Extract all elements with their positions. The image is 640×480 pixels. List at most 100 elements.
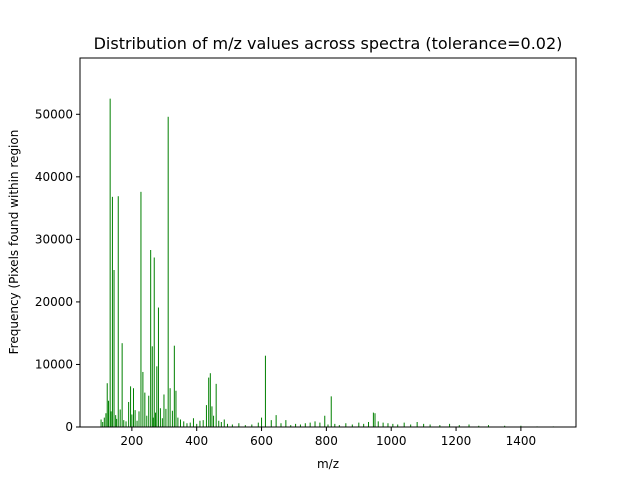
bar [192, 418, 194, 427]
bar [309, 422, 311, 427]
y-tick-label: 30000 [35, 232, 73, 246]
bar [161, 418, 163, 427]
bar [113, 270, 115, 427]
bar [487, 425, 489, 427]
bar [186, 423, 188, 427]
bar [148, 395, 150, 427]
bar [108, 400, 110, 427]
x-tick-label: 600 [250, 434, 273, 448]
bar [358, 422, 360, 427]
bar [171, 410, 173, 427]
bar [111, 196, 113, 427]
bar [152, 417, 154, 427]
y-tick-label: 50000 [35, 107, 73, 121]
bar [223, 419, 225, 427]
bar [449, 423, 451, 427]
bar [105, 413, 107, 427]
bar [351, 424, 353, 427]
bar [220, 422, 222, 427]
bar [106, 383, 108, 427]
y-axis-ticks: 0 10000 20000 30000 40000 50000 [35, 107, 80, 434]
bar [403, 422, 405, 427]
bar [146, 415, 148, 427]
bar [374, 413, 376, 427]
x-axis-label: m/z [317, 457, 339, 471]
bar [275, 415, 277, 427]
bar [213, 415, 215, 427]
bar [429, 424, 431, 427]
bar [215, 383, 217, 427]
bar [130, 386, 132, 427]
bar [156, 366, 158, 427]
bar [468, 424, 470, 427]
bar [180, 419, 181, 427]
chart-title: Distribution of m/z values across spectr… [94, 34, 563, 53]
bar [397, 424, 399, 427]
bar [504, 425, 506, 427]
bar [115, 415, 117, 427]
bar [123, 420, 125, 427]
bar [244, 425, 246, 427]
bar [423, 423, 425, 427]
bar [205, 405, 207, 427]
bar [175, 390, 177, 427]
bar [153, 257, 155, 427]
bar [100, 419, 102, 427]
plot-frame [79, 57, 577, 428]
bar [209, 373, 211, 427]
bar [208, 377, 210, 427]
bar [264, 355, 266, 427]
bar [150, 250, 152, 427]
bar [251, 424, 253, 427]
bar [167, 116, 169, 427]
bar [231, 424, 233, 427]
bar [227, 423, 228, 427]
bar [169, 388, 171, 427]
bar [280, 423, 282, 427]
bar [257, 422, 259, 427]
bar [458, 425, 460, 427]
y-tick-label: 0 [65, 420, 73, 434]
bar [387, 423, 389, 427]
x-tick-label: 800 [315, 434, 338, 448]
bar [157, 307, 159, 427]
bar [290, 425, 292, 427]
bar [270, 420, 272, 427]
bar [238, 423, 240, 427]
bar [138, 411, 140, 427]
x-tick-label: 1400 [506, 434, 537, 448]
bar [416, 422, 418, 427]
bar [410, 424, 412, 427]
bar [295, 423, 297, 427]
bar [368, 422, 370, 427]
bar [183, 421, 185, 427]
x-tick-label: 400 [185, 434, 208, 448]
bar [119, 409, 121, 427]
bar [377, 421, 379, 427]
bar [142, 371, 144, 427]
bar [478, 425, 480, 427]
bar [202, 420, 204, 427]
bar [304, 423, 306, 427]
x-tick-label: 1000 [376, 434, 407, 448]
y-axis-label: Frequency (Pixels found within region [7, 130, 21, 355]
bar [128, 401, 130, 427]
bar [117, 196, 119, 427]
x-tick-label: 200 [120, 434, 143, 448]
bar [177, 417, 179, 427]
bar [140, 191, 142, 427]
bar [392, 423, 394, 427]
bar [324, 415, 326, 427]
y-tick-label: 40000 [35, 170, 73, 184]
bar [165, 408, 167, 427]
bar [103, 417, 105, 427]
bar [151, 346, 153, 427]
bar [196, 423, 198, 427]
bar [189, 422, 191, 427]
bar [155, 412, 157, 427]
x-axis-ticks: 200 400 600 800 1000 1200 1400 [120, 427, 536, 448]
bar [439, 425, 441, 427]
x-tick-label: 1200 [441, 434, 472, 448]
bar [144, 392, 146, 427]
